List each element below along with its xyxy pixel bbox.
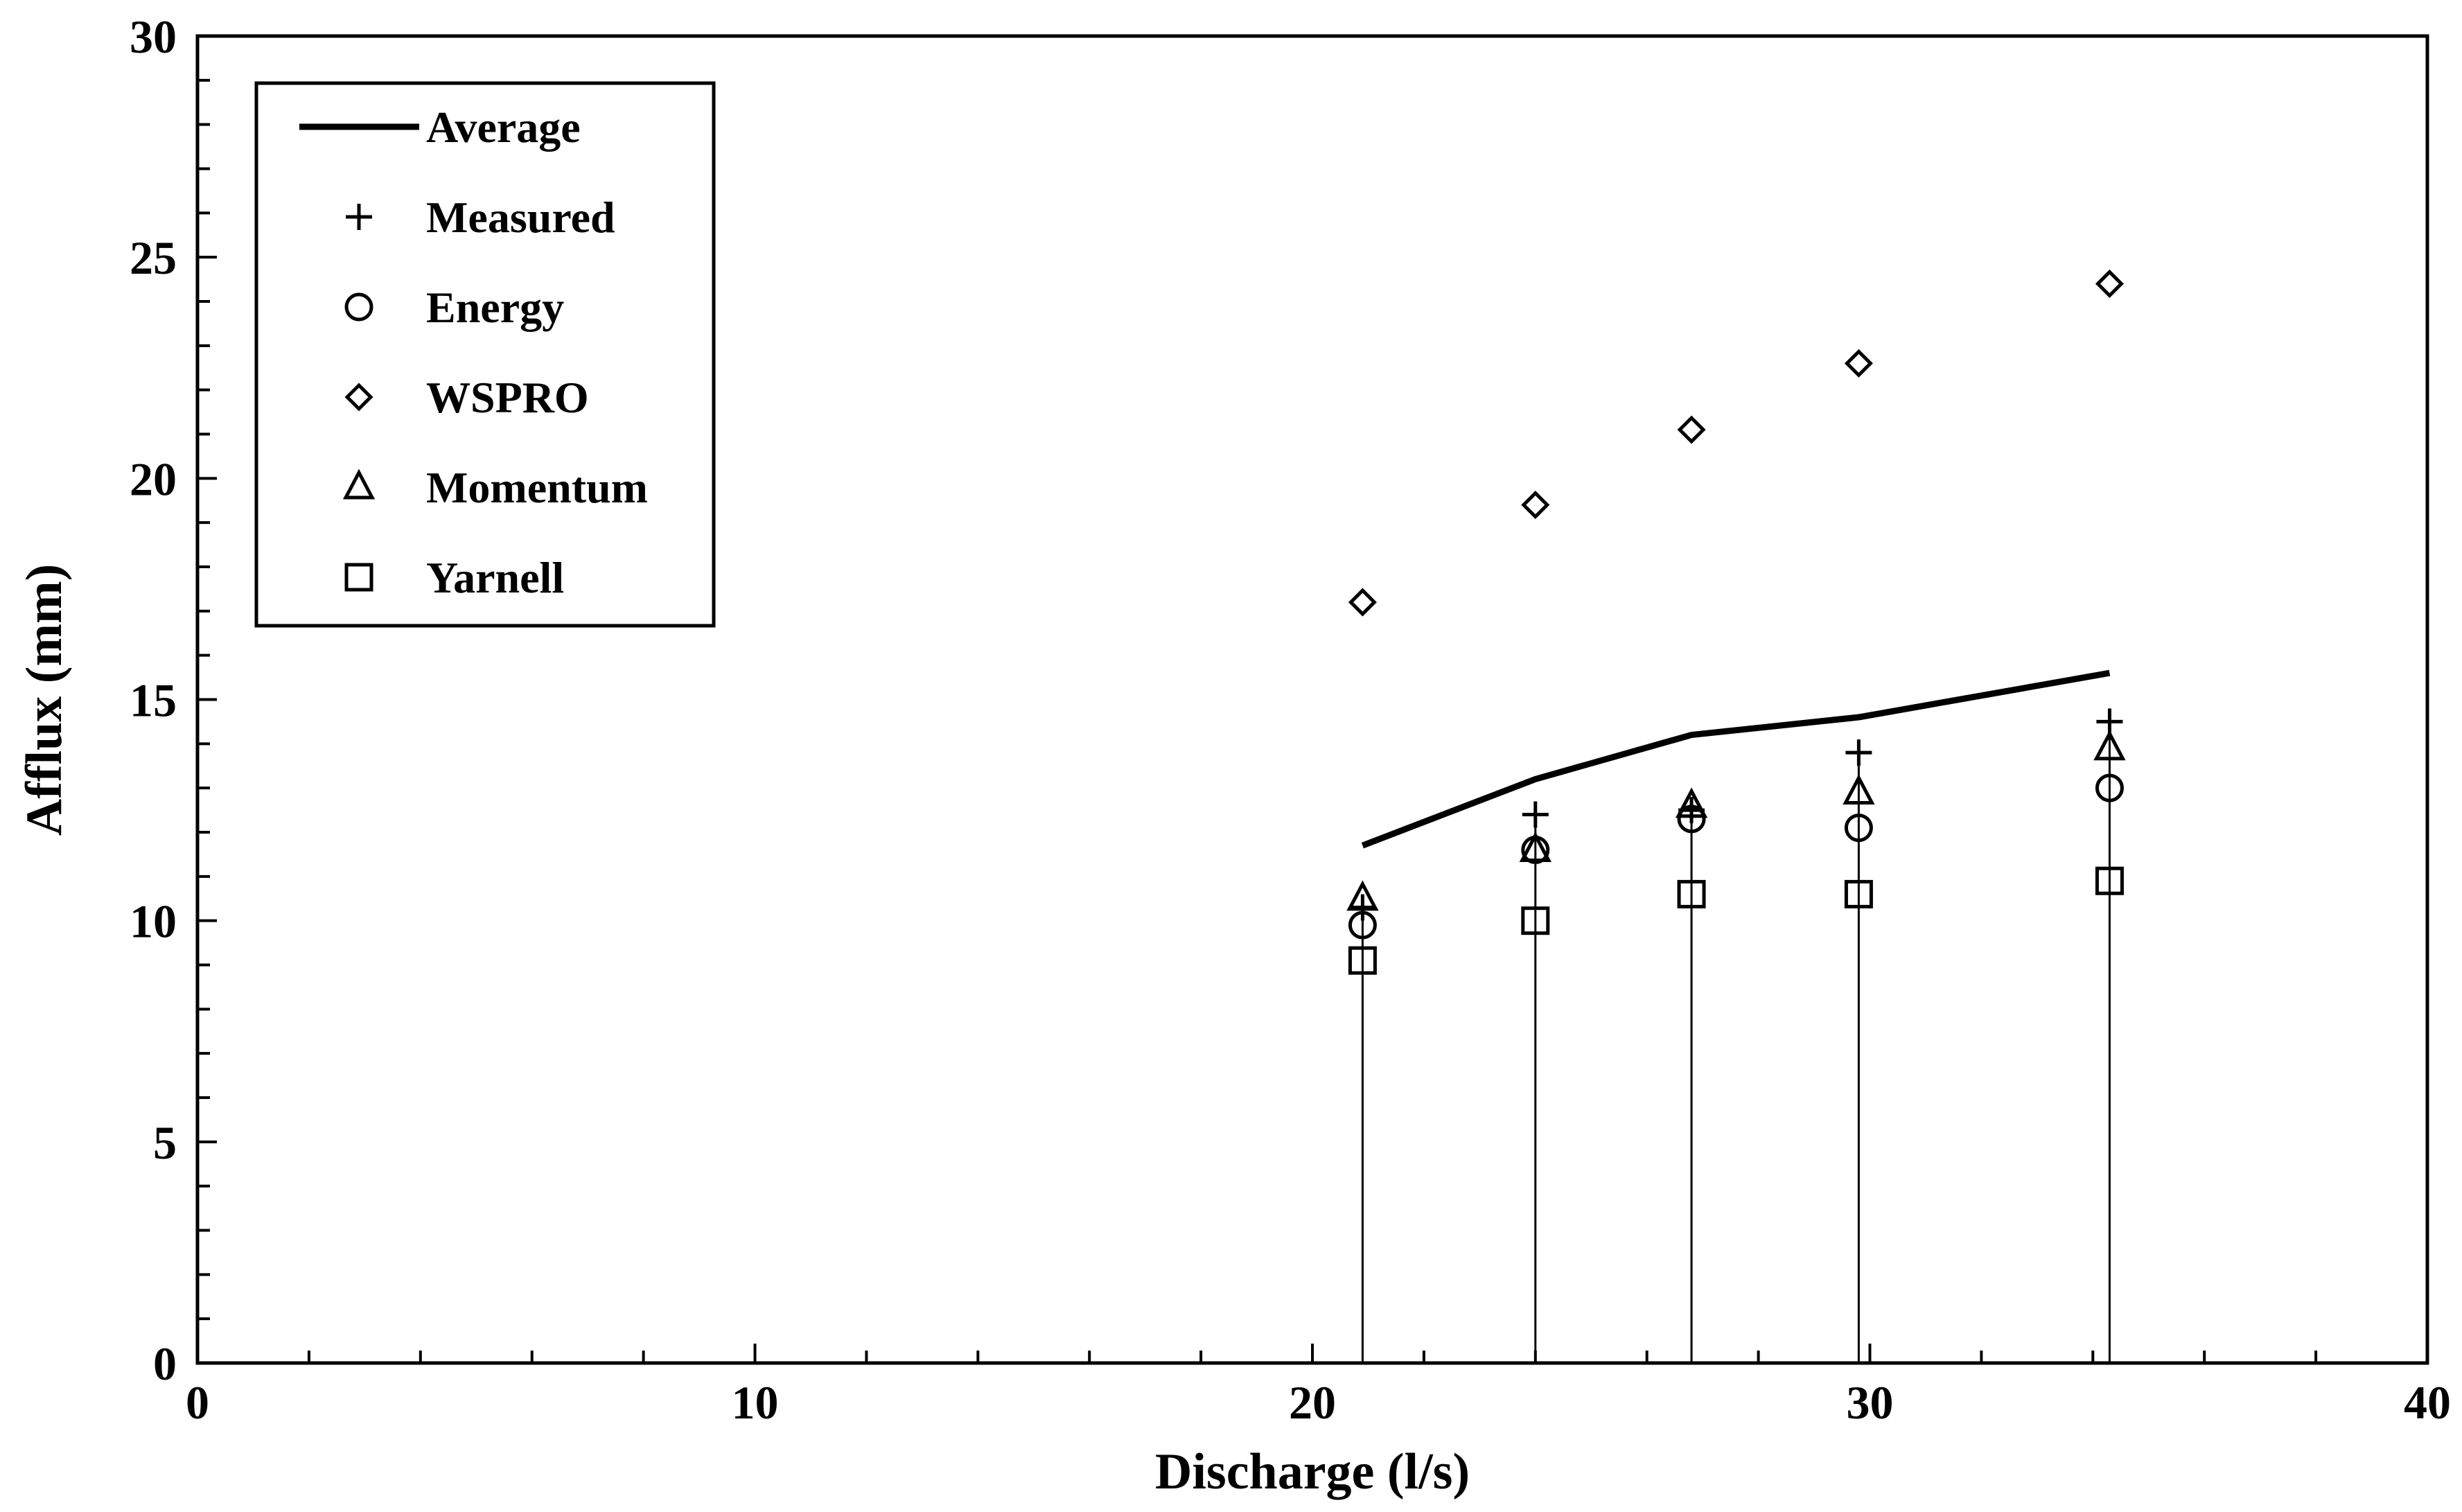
y-tick-label: 20 <box>130 452 177 505</box>
y-tick-label: 30 <box>130 10 177 63</box>
legend-label-wspro: WSPRO <box>426 373 589 422</box>
point-energy <box>2095 773 2124 802</box>
legend-label-momentum: Momentum <box>426 463 648 512</box>
average-series <box>1361 669 2111 849</box>
point-energy <box>1844 814 1873 843</box>
x-axis-ticks: 0 10 20 30 40 <box>186 1344 2451 1429</box>
x-tick-label: 0 <box>186 1376 209 1429</box>
point-yarnell <box>1844 879 1873 908</box>
y-tick-label: 0 <box>153 1337 177 1390</box>
point-momentum <box>2093 730 2126 761</box>
point-wspro <box>2095 269 2124 299</box>
legend-label-average: Average <box>426 103 581 152</box>
x-tick-label: 20 <box>1289 1376 1336 1429</box>
point-momentum <box>1519 832 1551 863</box>
y-axis-ticks: 0 5 10 15 20 25 30 <box>130 10 217 1390</box>
point-yarnell <box>1677 879 1706 908</box>
legend-box <box>254 81 716 628</box>
y-tick-label: 10 <box>130 895 177 948</box>
point-yarnell <box>1348 946 1377 975</box>
x-tick-label: 10 <box>732 1376 779 1429</box>
point-momentum <box>1346 880 1379 911</box>
point-momentum <box>1843 774 1875 805</box>
point-energy <box>1348 911 1377 940</box>
legend-swatch-energy <box>344 292 373 322</box>
point-measured <box>1845 739 1872 766</box>
point-measured <box>1522 801 1549 828</box>
point-wspro <box>1844 349 1873 378</box>
legend-swatch-measured <box>346 204 372 230</box>
legend-label-yarnell: Yarnell <box>426 553 564 602</box>
x-tick-label: 40 <box>2404 1376 2451 1429</box>
legend-label-measured: Measured <box>426 193 615 242</box>
point-wspro <box>1521 491 1550 520</box>
legend-swatch-momentum <box>342 468 376 500</box>
point-yarnell <box>1521 906 1550 935</box>
point-wspro <box>1677 415 1706 444</box>
y-tick-label: 25 <box>130 231 177 284</box>
y-axis-label: Afflux (mm) <box>16 564 73 836</box>
drop-lines <box>1361 721 2111 1363</box>
series-average-line <box>1361 669 2111 849</box>
point-momentum <box>1675 787 1708 818</box>
point-energy <box>1677 805 1706 834</box>
y-tick-label: 5 <box>153 1116 177 1169</box>
x-tick-label: 30 <box>1847 1376 1894 1429</box>
x-axis-label: Discharge (l/s) <box>1155 1443 1470 1500</box>
data-markers <box>1346 269 2126 975</box>
legend: Average Measured Energy WSPRO Momentum Yarnel… <box>254 81 716 628</box>
legend-swatch-wspro <box>344 383 373 412</box>
y-tick-label: 15 <box>130 674 177 727</box>
point-yarnell <box>2095 866 2124 895</box>
legend-label-energy: Energy <box>426 283 564 332</box>
legend-swatch-yarnell <box>344 563 373 592</box>
point-wspro <box>1348 588 1377 617</box>
